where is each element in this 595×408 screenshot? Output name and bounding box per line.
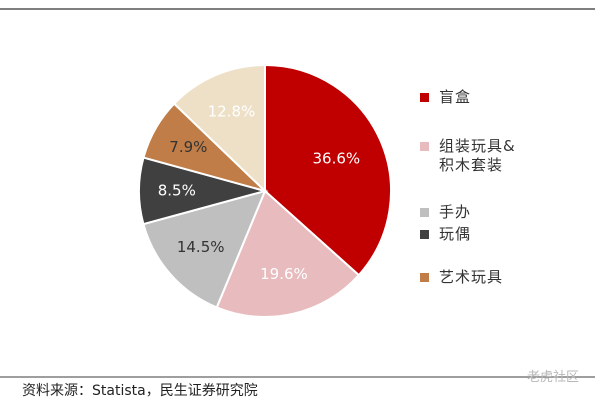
slice-label: 19.6%: [260, 265, 308, 283]
legend-swatch: [420, 93, 429, 102]
legend-label: 盲盒: [439, 88, 472, 106]
legend-label: 组装玩具& 积木套装: [439, 137, 516, 174]
pie-slice: [172, 63, 266, 194]
legend-swatch: [420, 142, 429, 151]
legend-item: 组装玩具& 积木套装: [420, 137, 516, 175]
legend-item: 盲盒: [420, 88, 471, 107]
legend-swatch: [420, 273, 429, 282]
legend-label: 玩偶: [439, 225, 472, 243]
legend-item: 玩偶: [420, 225, 471, 244]
pie-slice: [264, 63, 392, 277]
legend-item: 手办: [420, 203, 471, 222]
slice-label: 12.8%: [208, 103, 256, 121]
legend-item: 艺术玩具: [420, 268, 503, 287]
legend-swatch: [420, 230, 429, 239]
pie-slice: [142, 189, 267, 309]
watermark: 老虎社区: [526, 370, 579, 385]
source-note: 资料来源：Statista，民生证券研究院: [22, 383, 258, 399]
slice-label: 14.5%: [177, 238, 225, 256]
legend-label: 艺术玩具: [439, 268, 504, 286]
slice-label: 7.9%: [169, 138, 207, 156]
slice-label: 8.5%: [158, 181, 196, 199]
legend-label: 手办: [439, 203, 472, 221]
slice-label: 36.6%: [313, 150, 361, 168]
legend-swatch: [420, 208, 429, 217]
